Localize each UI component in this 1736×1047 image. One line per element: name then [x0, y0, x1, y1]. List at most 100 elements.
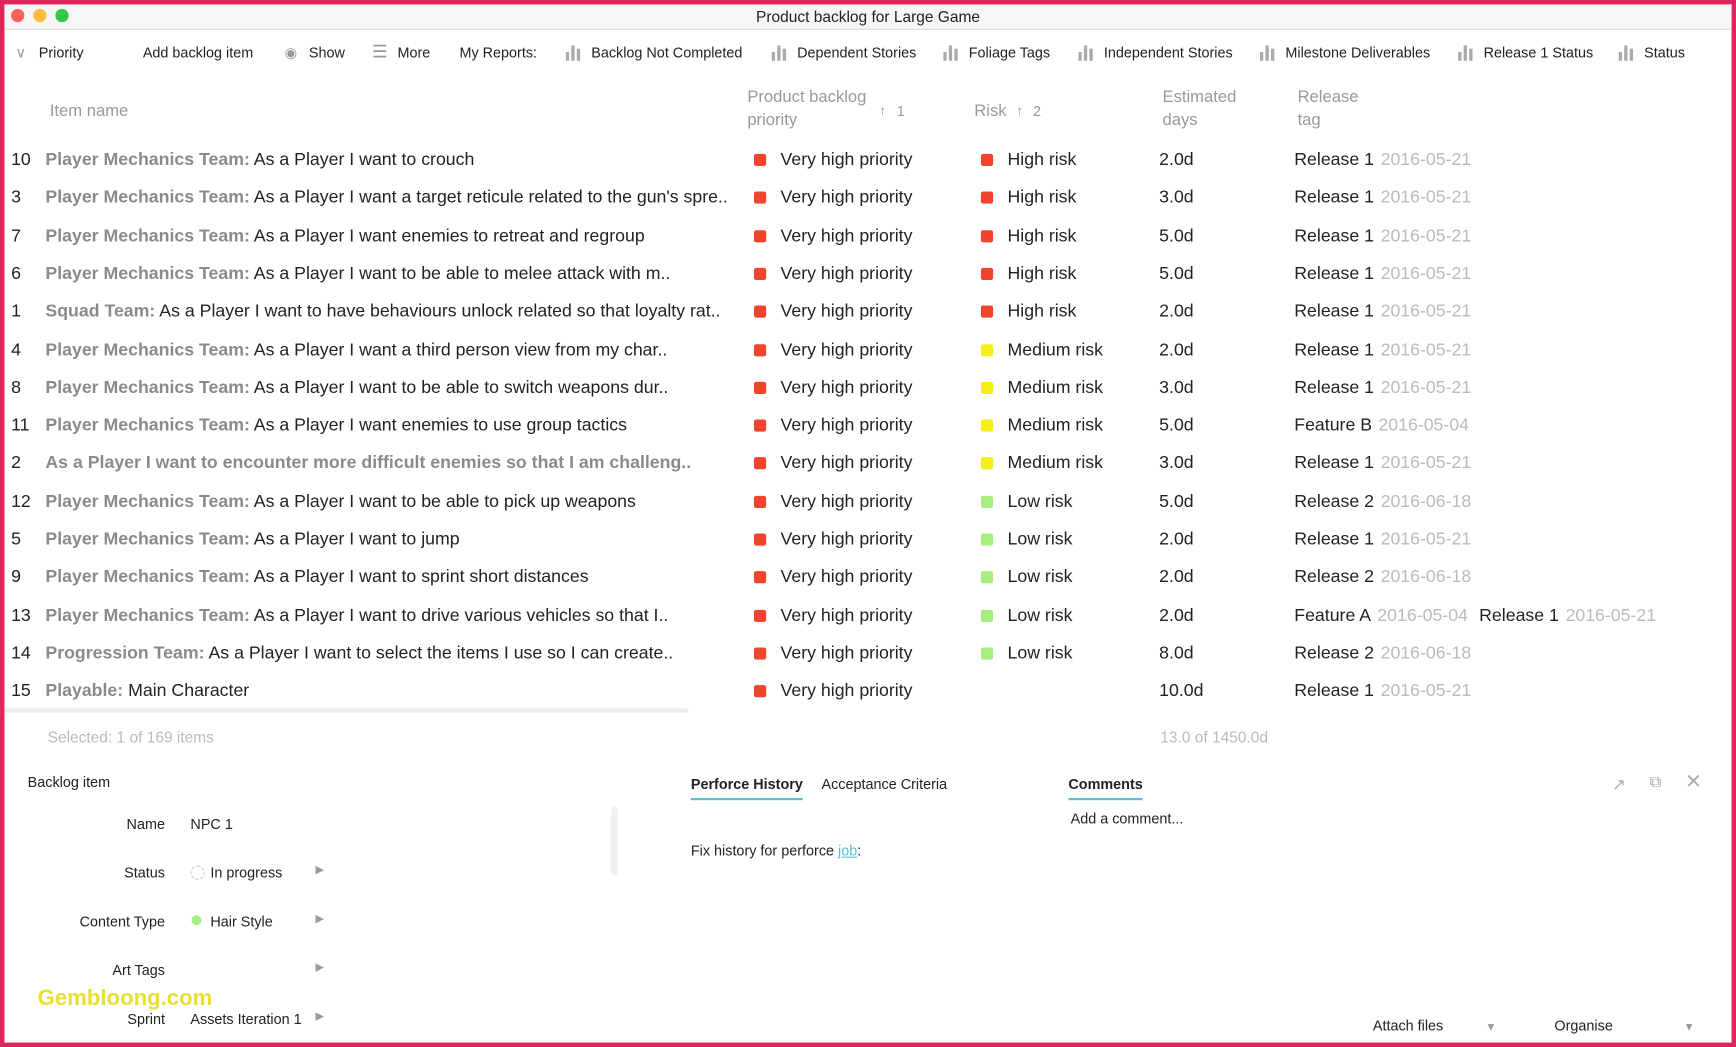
pin-icon[interactable]: ↗: [1611, 775, 1626, 795]
close-button[interactable]: [11, 8, 25, 23]
item-name[interactable]: Player Mechanics Team: As a Player I wan…: [45, 188, 727, 208]
zoom-button[interactable]: [55, 8, 69, 23]
field-value[interactable]: NPC 1: [190, 815, 233, 833]
release-name[interactable]: Release 1: [1294, 340, 1375, 360]
priority-label: Very high priority: [780, 681, 913, 701]
field-expand[interactable]: ▶: [315, 864, 325, 877]
release-name[interactable]: Feature B: [1294, 416, 1373, 436]
toolbar-icon: ∨: [15, 44, 27, 61]
item-text: As a Player I want a third person view f…: [253, 340, 668, 360]
release-date: 2016-05-21: [1380, 302, 1472, 322]
team: Progression Team:: [45, 644, 205, 663]
priority-marker: [753, 305, 767, 318]
item-name[interactable]: Squad Team: As a Player I want to have b…: [45, 302, 720, 322]
toolbar-button[interactable]: Priority: [38, 44, 84, 61]
item-name[interactable]: Player Mechanics Team: As a Player I wan…: [45, 378, 668, 398]
report-link[interactable]: Milestone Deliverables: [1285, 44, 1431, 61]
item-text: As a Player I want to be able to pick up…: [253, 492, 636, 511]
minimize-button[interactable]: [33, 8, 47, 23]
item-name[interactable]: Player Mechanics Team: As a Player I wan…: [45, 568, 588, 588]
field-expand[interactable]: ▶: [315, 1010, 325, 1023]
field-value[interactable]: Assets Iteration 1: [190, 1010, 302, 1028]
toolbar-button[interactable]: Show: [308, 44, 345, 61]
priority-label: Very high priority: [780, 492, 913, 511]
item-text: As a Player I want enemies to retreat an…: [253, 226, 645, 246]
report-link[interactable]: Status: [1644, 44, 1685, 61]
field-expand[interactable]: ▶: [315, 913, 325, 926]
item-name[interactable]: Progression Team: As a Player I want to …: [45, 644, 673, 664]
risk-label: High risk: [1007, 264, 1077, 284]
release-name[interactable]: Release 1: [1294, 264, 1375, 284]
release-name[interactable]: Release 1: [1294, 454, 1375, 474]
risk-label: Low risk: [1007, 644, 1073, 663]
release-name[interactable]: Release 1: [1294, 302, 1375, 322]
report-link[interactable]: Independent Stories: [1103, 44, 1233, 61]
estimated-days: 3.0d: [1159, 454, 1194, 474]
header-priority[interactable]: Product backlog priority: [747, 87, 867, 130]
item-text: Main Character: [128, 681, 250, 701]
risk-marker: [980, 153, 994, 167]
priority-label: Very high priority: [780, 644, 913, 663]
row-id: 7: [11, 226, 21, 246]
item-name[interactable]: Player Mechanics Team: As a Player I wan…: [45, 530, 459, 550]
risk-marker: [980, 381, 994, 394]
row-id: 2: [11, 454, 21, 474]
comment-input[interactable]: Add a comment...: [1070, 810, 1184, 827]
item-name[interactable]: Player Mechanics Team: As a Player I wan…: [45, 606, 668, 626]
team: Player Mechanics Team:: [45, 378, 250, 398]
estimated-days: 2.0d: [1159, 530, 1194, 549]
field-value[interactable]: Hair Style: [210, 913, 273, 930]
tab[interactable]: Perforce History: [690, 776, 803, 801]
item-name[interactable]: Player Mechanics Team: As a Player I wan…: [45, 340, 667, 360]
item-name[interactable]: As a Player I want to encounter more dif…: [45, 454, 691, 474]
report-icon: [943, 45, 959, 61]
report-link[interactable]: Backlog Not Completed: [591, 44, 743, 61]
tab[interactable]: Comments: [1068, 776, 1143, 801]
priority-marker: [753, 495, 767, 508]
release-name[interactable]: Release 1: [1294, 530, 1375, 549]
report-link[interactable]: Dependent Stories: [797, 44, 917, 61]
item-name[interactable]: Player Mechanics Team: As a Player I wan…: [45, 492, 635, 512]
item-name[interactable]: Playable: Main Character: [45, 682, 249, 702]
toolbar-button[interactable]: More: [397, 44, 431, 61]
close-panel-icon[interactable]: ✕: [1685, 770, 1702, 793]
release-name[interactable]: Release 2: [1294, 568, 1375, 587]
attach-files[interactable]: Attach files ▼: [1372, 1017, 1497, 1034]
header-release[interactable]: Release tag: [1297, 87, 1359, 130]
field-label: Content Type: [79, 913, 165, 930]
sort-arrow: ↑: [879, 102, 886, 119]
estimated-days: 2.0d: [1159, 150, 1194, 170]
field-expand[interactable]: ▶: [315, 961, 325, 974]
item-name[interactable]: Player Mechanics Team: As a Player I wan…: [45, 151, 474, 171]
item-name[interactable]: Player Mechanics Team: As a Player I wan…: [45, 226, 644, 246]
risk-marker: [980, 267, 994, 280]
release-name[interactable]: Release 2: [1294, 492, 1375, 511]
popout-icon[interactable]: ⧉: [1649, 772, 1662, 792]
organise[interactable]: Organise ▼: [1554, 1017, 1695, 1034]
release-name[interactable]: Release 2: [1294, 644, 1375, 663]
release-name[interactable]: Release 1: [1294, 378, 1375, 398]
release-name[interactable]: Release 1: [1479, 606, 1559, 625]
header-days[interactable]: Estimated days: [1162, 87, 1237, 130]
header-risk[interactable]: Risk: [974, 101, 1007, 121]
report-link[interactable]: Foliage Tags: [968, 44, 1051, 61]
header-item[interactable]: Item name: [49, 101, 129, 121]
estimated-days: 2.0d: [1159, 340, 1194, 360]
item-name[interactable]: Player Mechanics Team: As a Player I wan…: [45, 264, 670, 284]
job-link[interactable]: job: [838, 842, 858, 859]
release-name[interactable]: Release 1: [1294, 150, 1375, 170]
release-name[interactable]: Release 1: [1294, 188, 1375, 208]
risk-label: Low risk: [1007, 492, 1073, 511]
release-name[interactable]: Release 1: [1294, 226, 1375, 246]
field-value[interactable]: In progress: [210, 864, 283, 881]
tab[interactable]: Acceptance Criteria: [821, 775, 948, 793]
priority-marker: [753, 533, 767, 546]
report-link[interactable]: Release 1 Status: [1483, 44, 1594, 61]
release-name[interactable]: Release 1: [1294, 681, 1375, 701]
toolbar-button[interactable]: Add backlog item: [142, 44, 254, 61]
release-name[interactable]: Feature A: [1294, 606, 1372, 625]
item-name[interactable]: Player Mechanics Team: As a Player I wan…: [45, 416, 627, 436]
history-label: Fix history for perforce: [690, 842, 835, 859]
